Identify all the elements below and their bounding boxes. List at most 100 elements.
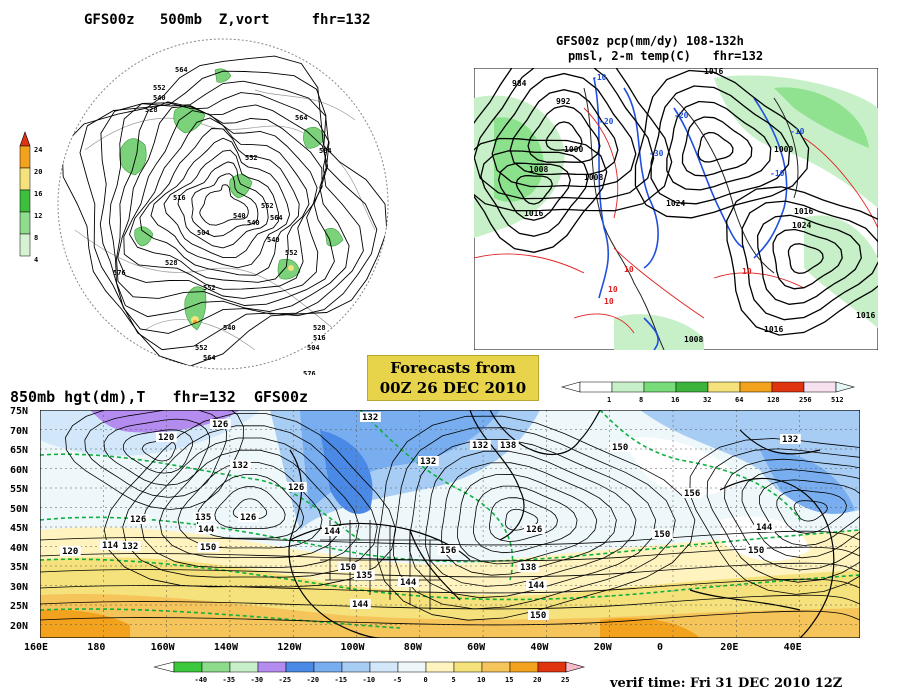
pmsl-cbar-swatch bbox=[803, 381, 837, 393]
pmsl-cbar-label: 8 bbox=[639, 396, 643, 404]
forecast-line1: Forecasts from bbox=[390, 359, 516, 377]
lon-label: 20E bbox=[720, 642, 739, 653]
pmsl-isobar-label: 1016 bbox=[794, 207, 813, 216]
vort-height-contour bbox=[177, 161, 269, 249]
vort-cbar-label: 4 bbox=[34, 256, 38, 264]
pmsl-panel-title-line1: GFS00z pcp(mm/dy) 108-132h bbox=[556, 34, 744, 48]
850-contour-label: 156 bbox=[684, 489, 700, 499]
vort-contour-label: 576 bbox=[113, 269, 126, 277]
pmsl-map: 984 992 1000 1008 1016 1024 1008 1016 1000 1016 10… bbox=[474, 68, 878, 350]
pmsl-isobar-label: 1016 bbox=[704, 68, 723, 76]
pmsl-isobar bbox=[474, 68, 655, 200]
pmsl-cbar-label: 1 bbox=[607, 396, 611, 404]
vort-height-contour bbox=[191, 173, 259, 237]
850-label-bg bbox=[322, 526, 343, 536]
pmsl-temp-label: -20 bbox=[599, 117, 614, 126]
850-contour-label: 144 bbox=[400, 578, 417, 588]
pmsl-isobar bbox=[497, 162, 571, 221]
850-label-bg bbox=[652, 529, 673, 539]
850-label-bg bbox=[196, 524, 217, 534]
850-contour-label: 126 bbox=[240, 513, 256, 523]
vort-height-contour bbox=[123, 110, 318, 290]
pmsl-isobar-label: 992 bbox=[556, 97, 571, 106]
lat-label: 30N bbox=[10, 581, 29, 593]
pmsl-isobar bbox=[681, 116, 753, 177]
850-contour-label: 126 bbox=[288, 483, 304, 493]
vort-cbar-label: 24 bbox=[34, 146, 42, 154]
lon-label: 160E bbox=[24, 642, 49, 653]
pmsl-cbar-arrow-left bbox=[560, 381, 581, 393]
850-height-contour bbox=[409, 438, 657, 599]
vort-cbar-label: 20 bbox=[34, 168, 42, 176]
850-height-contour bbox=[122, 425, 378, 578]
850-height-contour bbox=[84, 410, 227, 498]
vort-colorbar: 24 20 16 12 8 4 bbox=[18, 130, 58, 270]
850-height-contour bbox=[377, 415, 696, 621]
850-contour-label: 132 bbox=[232, 461, 248, 471]
850-label-bg bbox=[350, 599, 371, 609]
850-cbar-swatch bbox=[201, 661, 231, 673]
850-cbar-label: 0 bbox=[424, 676, 428, 684]
vort-contour-label: 540 bbox=[267, 236, 280, 244]
vort-height-contour bbox=[61, 55, 388, 367]
850-label-bg bbox=[438, 545, 459, 555]
vort-polar-map: 564 552 540 528 516 504 576 552 540 528 516 504 540 5… bbox=[55, 30, 395, 375]
lat-label: 45N bbox=[10, 523, 29, 534]
pmsl-cbar-label: 512 bbox=[831, 396, 844, 404]
vort-contour-label: 552 bbox=[285, 249, 298, 257]
vort-contour-label: 552 bbox=[261, 202, 274, 210]
vort-contour-label: 528 bbox=[313, 324, 326, 332]
lat-label: 60N bbox=[10, 464, 29, 476]
forecast-origin-box: Forecasts from 00Z 26 DEC 2010 bbox=[367, 355, 539, 401]
850-contour-label: 126 bbox=[130, 515, 146, 525]
850-cbar-label: -35 bbox=[223, 676, 236, 684]
vort-cbar-swatch bbox=[19, 211, 31, 235]
pmsl-isobar bbox=[515, 174, 553, 205]
850-cbar-swatch bbox=[341, 661, 371, 673]
vort-cbar-label: 12 bbox=[34, 212, 42, 220]
850-label-bg bbox=[498, 440, 519, 450]
850-contour-label: 156 bbox=[440, 546, 456, 556]
lat-label: 65N bbox=[10, 445, 29, 456]
vort-contour-label: 540 bbox=[247, 219, 260, 227]
lat-label: 20N bbox=[10, 620, 29, 632]
850-cbar-label: -30 bbox=[251, 676, 264, 684]
850-height-contour bbox=[40, 594, 860, 610]
850-cbar-swatch bbox=[481, 661, 511, 673]
850-cbar-label: -15 bbox=[335, 676, 348, 684]
vort-height-contour bbox=[116, 101, 335, 306]
850-height-contour bbox=[706, 448, 860, 583]
850-cbar-label: 5 bbox=[452, 676, 456, 684]
850-label-bg bbox=[418, 456, 439, 466]
pmsl-isobar bbox=[545, 121, 583, 151]
850-height-contour bbox=[393, 427, 676, 610]
pmsl-isobar-label: 1008 bbox=[529, 165, 548, 174]
850-label-bg bbox=[156, 432, 177, 442]
vort-contour-label: 552 bbox=[153, 84, 166, 92]
pmsl-isobar bbox=[474, 137, 608, 253]
850-height-contour bbox=[140, 437, 360, 568]
pmsl-panel-title-line2: pmsl, 2-m temp(C) fhr=132 bbox=[568, 49, 764, 63]
850-height-contour bbox=[214, 486, 286, 530]
850-label-bg bbox=[128, 514, 149, 524]
vort-contour-label: 552 bbox=[195, 344, 208, 352]
pmsl-cbar-label: 256 bbox=[799, 396, 812, 404]
850-cbar-swatch bbox=[453, 661, 483, 673]
850-height-contour bbox=[793, 500, 828, 522]
850-cbar-swatch bbox=[509, 661, 539, 673]
lat-label: 70N bbox=[10, 425, 29, 437]
vort-contour-label: 564 bbox=[175, 66, 188, 74]
pmsl-temp-label: -10 bbox=[592, 73, 607, 82]
lon-label: 0 bbox=[657, 642, 664, 653]
pmsl-temp-label: -30 bbox=[649, 149, 664, 158]
850-height-contour bbox=[741, 469, 860, 559]
850-cbar-swatch bbox=[285, 661, 315, 673]
850-height-contour bbox=[122, 429, 193, 474]
850-height-contour bbox=[65, 410, 244, 510]
vort-height-contour bbox=[199, 184, 249, 226]
850-label-bg bbox=[60, 546, 81, 556]
850-label-bg bbox=[193, 512, 214, 522]
pmsl-isobar-label: 1024 bbox=[666, 199, 685, 208]
pmsl-cbar-swatch bbox=[643, 381, 677, 393]
850-height-contour bbox=[758, 479, 860, 546]
